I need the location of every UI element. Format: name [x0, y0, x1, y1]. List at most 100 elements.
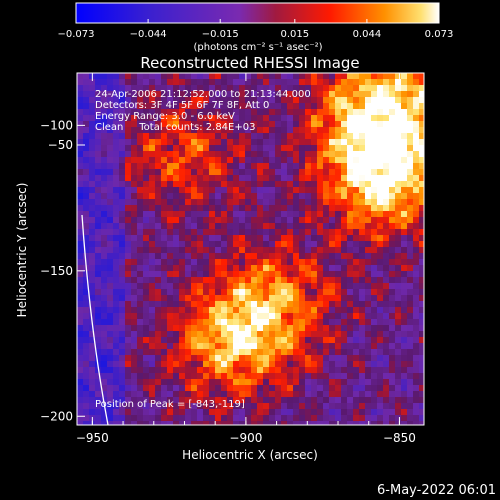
heatmap-cell — [125, 121, 132, 128]
heatmap-cell — [95, 337, 102, 344]
heatmap-cell — [329, 349, 336, 356]
heatmap-cell — [197, 253, 204, 260]
heatmap-cell — [245, 169, 252, 176]
heatmap-cell — [317, 163, 324, 170]
heatmap-cell — [77, 289, 84, 296]
heatmap-cell — [191, 145, 198, 152]
heatmap-cell — [203, 421, 210, 425]
heatmap-cell — [347, 151, 354, 158]
heatmap-cell — [227, 79, 234, 86]
heatmap-cell — [125, 277, 132, 284]
heatmap-cell — [173, 217, 180, 224]
heatmap-cell — [113, 235, 120, 242]
heatmap-cell — [125, 337, 132, 344]
heatmap-cell — [263, 73, 270, 80]
heatmap-cell — [167, 373, 174, 380]
heatmap-cell — [149, 277, 156, 284]
heatmap-cell — [353, 187, 360, 194]
heatmap-cell — [353, 361, 360, 368]
heatmap-cell — [155, 295, 162, 302]
heatmap-cell — [185, 325, 192, 332]
heatmap-cell — [239, 97, 246, 104]
heatmap-cell — [245, 199, 252, 206]
heatmap-cell — [221, 157, 228, 164]
heatmap-cell — [233, 73, 240, 80]
heatmap-cell — [299, 421, 306, 425]
heatmap-cell — [83, 397, 90, 404]
heatmap-cell — [311, 283, 318, 290]
heatmap-cell — [239, 121, 246, 128]
heatmap-cell — [323, 223, 330, 230]
heatmap-cell — [119, 259, 126, 266]
heatmap-cell — [149, 337, 156, 344]
heatmap-cell — [377, 361, 384, 368]
heatmap-cell — [257, 421, 264, 425]
heatmap-cell — [251, 151, 258, 158]
heatmap-cell — [233, 319, 240, 326]
heatmap-cell — [137, 283, 144, 290]
heatmap-cell — [131, 415, 138, 422]
heatmap-cell — [185, 151, 192, 158]
heatmap-cell — [203, 103, 210, 110]
heatmap-cell — [251, 85, 258, 92]
heatmap-cell — [161, 289, 168, 296]
heatmap-cell — [83, 343, 90, 350]
heatmap-cell — [77, 217, 84, 224]
heatmap-cell — [305, 325, 312, 332]
heatmap-cell — [293, 349, 300, 356]
heatmap-cell — [305, 343, 312, 350]
heatmap-cell — [269, 271, 276, 278]
heatmap-cell — [275, 103, 282, 110]
heatmap-cell — [95, 187, 102, 194]
heatmap-cell — [131, 115, 138, 122]
heatmap-cell — [299, 409, 306, 416]
heatmap-cell — [167, 211, 174, 218]
heatmap-cell — [299, 109, 306, 116]
heatmap-cell — [347, 343, 354, 350]
heatmap-cell — [359, 331, 366, 338]
heatmap-cell — [131, 103, 138, 110]
heatmap-cell — [413, 343, 420, 350]
heatmap-cell — [173, 403, 180, 410]
heatmap-cell — [155, 151, 162, 158]
heatmap-cell — [101, 163, 108, 170]
heatmap-cell — [173, 145, 180, 152]
heatmap-cell — [95, 403, 102, 410]
heatmap-cell — [419, 289, 424, 296]
heatmap-cell — [107, 97, 114, 104]
heatmap-cell — [185, 193, 192, 200]
heatmap-cell — [215, 157, 222, 164]
heatmap-cell — [407, 235, 414, 242]
heatmap-cell — [143, 337, 150, 344]
heatmap-cell — [263, 115, 270, 122]
heatmap-cell — [269, 295, 276, 302]
heatmap-cell — [353, 301, 360, 308]
heatmap-cell — [275, 181, 282, 188]
heatmap-cell — [323, 121, 330, 128]
heatmap-cell — [341, 157, 348, 164]
heatmap-cell — [359, 199, 366, 206]
heatmap-cell — [209, 295, 216, 302]
heatmap-cell — [191, 289, 198, 296]
heatmap-cell — [287, 235, 294, 242]
heatmap-cell — [335, 301, 342, 308]
heatmap-cell — [251, 385, 258, 392]
heatmap-cell — [221, 337, 228, 344]
heatmap-cell — [149, 235, 156, 242]
heatmap-cell — [233, 115, 240, 122]
heatmap-cell — [245, 397, 252, 404]
heatmap-cell — [107, 133, 114, 140]
heatmap-cell — [305, 271, 312, 278]
heatmap-cell — [101, 355, 108, 362]
heatmap-cell — [329, 145, 336, 152]
heatmap-cell — [329, 295, 336, 302]
heatmap-cell — [131, 85, 138, 92]
heatmap-cell — [293, 121, 300, 128]
heatmap-cell — [263, 121, 270, 128]
heatmap-cell — [335, 175, 342, 182]
heatmap-cell — [335, 85, 342, 92]
heatmap-cell — [215, 271, 222, 278]
heatmap-cell — [407, 361, 414, 368]
heatmap-cell — [239, 409, 246, 416]
heatmap-cell — [413, 313, 420, 320]
